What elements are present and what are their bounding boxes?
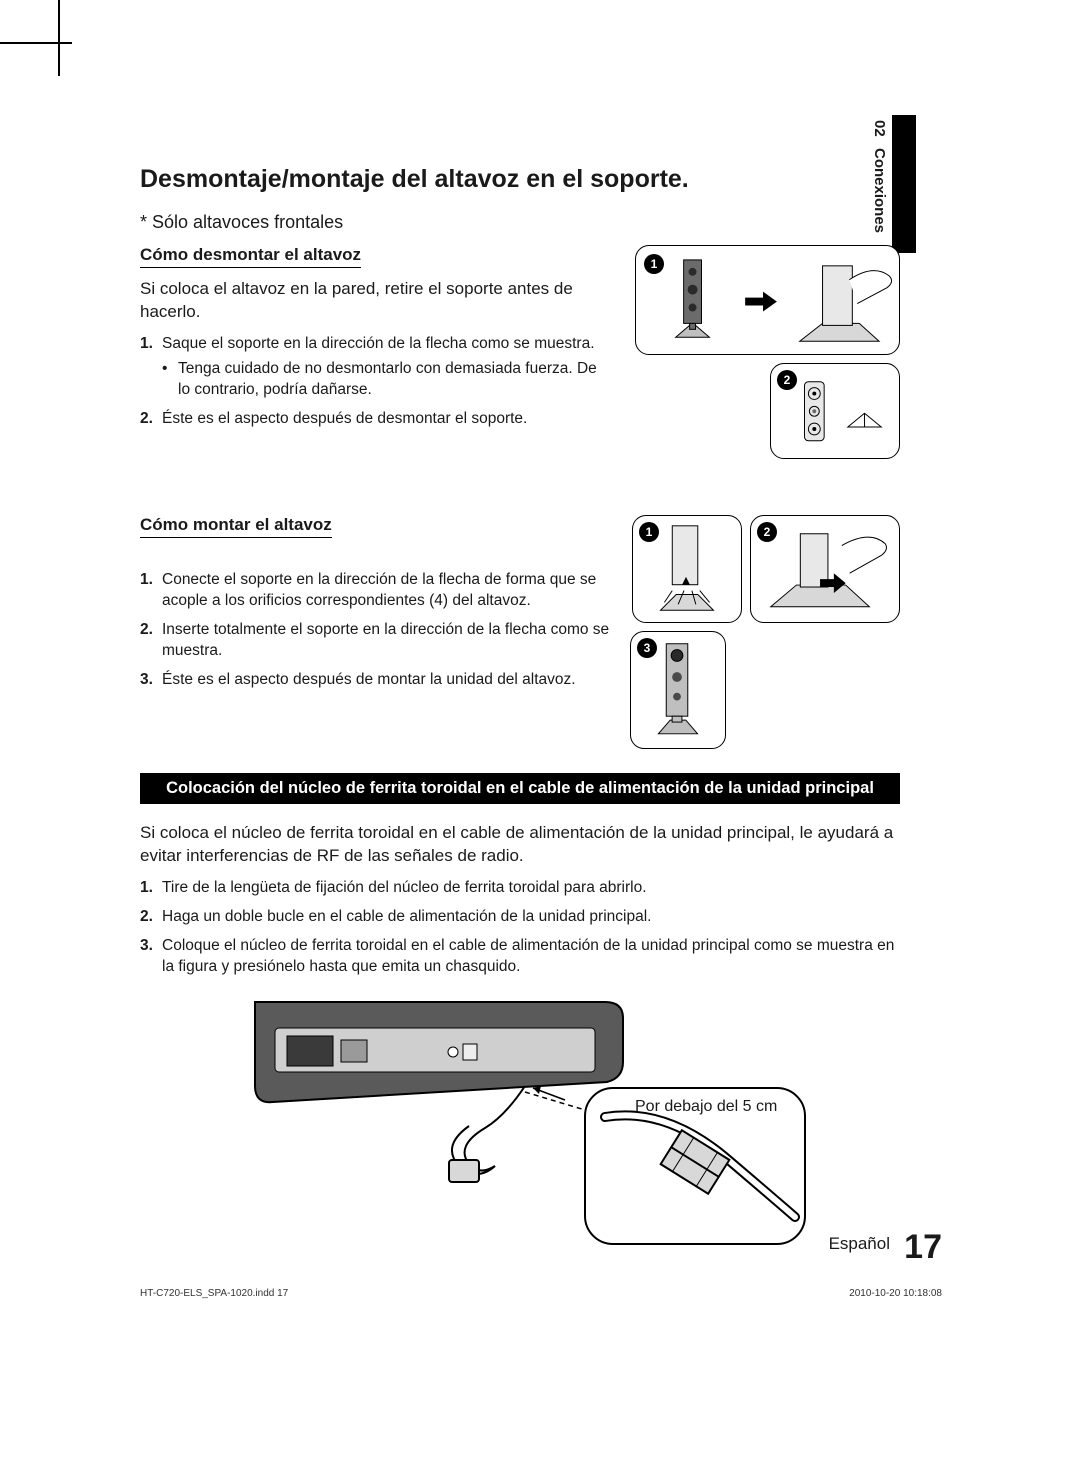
- step-num: 2.: [140, 409, 162, 430]
- diagram-attach-3: 3: [630, 631, 726, 749]
- bullet-text: Tenga cuidado de no desmontarlo con dema…: [178, 359, 612, 401]
- note: * Sólo altavoces frontales: [140, 212, 900, 233]
- attach-heading: Cómo montar el altavoz: [140, 515, 332, 538]
- spacer: [140, 459, 900, 515]
- step-body: Conecte el soporte en la dirección de la…: [162, 570, 612, 612]
- page: 02 Conexiones Desmontaje/montaje del alt…: [0, 0, 1080, 1479]
- ferrite-figure: Por debajo del 5 cm: [225, 992, 815, 1252]
- step-body: Tire de la lengüeta de fijación del núcl…: [162, 878, 900, 899]
- attach-steps: 1. Conecte el soporte en la dirección de…: [140, 570, 612, 691]
- step-body: Haga un doble bucle en el cable de alime…: [162, 907, 900, 928]
- attach-top-pair: 1 2: [632, 515, 900, 623]
- ferrite-step-2: 2. Haga un doble bucle en el cable de al…: [140, 907, 900, 928]
- footer-timestamp: 2010-10-20 10:18:08: [849, 1288, 942, 1299]
- attach-step-3: 3. Éste es el aspecto después de montar …: [140, 670, 612, 691]
- bullet-dot: •: [162, 359, 178, 401]
- step-num: 1.: [140, 334, 162, 401]
- page-title: Desmontaje/montaje del altavoz en el sop…: [140, 165, 900, 194]
- badge-3-icon: 3: [637, 638, 657, 658]
- badge-1-icon: 1: [644, 254, 664, 274]
- detach-step-1: 1. Saque el soporte en la dirección de l…: [140, 334, 612, 401]
- step-body: Éste es el aspecto después de desmontar …: [162, 409, 612, 430]
- detach-step1-sub: • Tenga cuidado de no desmontarlo con de…: [162, 359, 612, 401]
- step-num: 1.: [140, 878, 162, 899]
- attach-row: Cómo montar el altavoz 1. Conecte el sop…: [140, 515, 900, 749]
- footer-language: Español: [829, 1234, 890, 1254]
- crop-mark-horizontal: [0, 42, 72, 44]
- step-text: Saque el soporte en la dirección de la f…: [162, 335, 595, 352]
- attach-text: Cómo montar el altavoz 1. Conecte el sop…: [140, 515, 612, 749]
- diagram-attach-1: 1: [632, 515, 742, 623]
- detach-heading: Cómo desmontar el altavoz: [140, 245, 361, 268]
- step-num: 3.: [140, 670, 162, 691]
- badge-2-icon: 2: [777, 370, 797, 390]
- detach-row: Cómo desmontar el altavoz Si coloca el a…: [140, 245, 900, 459]
- diagram-detach-1: 1: [635, 245, 900, 355]
- content-area: Desmontaje/montaje del altavoz en el sop…: [140, 165, 900, 1252]
- detach-lead: Si coloca el altavoz en la pared, retire…: [140, 278, 612, 324]
- footer-file: HT-C720-ELS_SPA-1020.indd 17: [140, 1288, 288, 1299]
- ferrite-step-1: 1. Tire de la lengüeta de fijación del n…: [140, 878, 900, 899]
- step-body: Coloque el núcleo de ferrita toroidal en…: [162, 936, 900, 978]
- detach-1-svg: [636, 246, 899, 355]
- attach-step-2: 2. Inserte totalmente el soporte en la d…: [140, 620, 612, 662]
- ferrite-step-3: 3. Coloque el núcleo de ferrita toroidal…: [140, 936, 900, 978]
- ferrite-lead: Si coloca el núcleo de ferrita toroidal …: [140, 822, 900, 868]
- detach-diagrams: 1 2: [630, 245, 900, 459]
- diagram-attach-2: 2: [750, 515, 900, 623]
- step-body: Éste es el aspecto después de montar la …: [162, 670, 612, 691]
- detach-text: Cómo desmontar el altavoz Si coloca el a…: [140, 245, 612, 459]
- ferrite-steps: 1. Tire de la lengüeta de fijación del n…: [140, 878, 900, 978]
- attach-diagrams: 1 2: [630, 515, 900, 749]
- step-num: 2.: [140, 907, 162, 928]
- badge-2-icon: 2: [757, 522, 777, 542]
- step-body: Inserte totalmente el soporte en la dire…: [162, 620, 612, 662]
- step-num: 1.: [140, 570, 162, 612]
- badge-1-icon: 1: [639, 522, 659, 542]
- crop-mark-vertical: [58, 0, 60, 76]
- detach-step-2: 2. Éste es el aspecto después de desmont…: [140, 409, 612, 430]
- detach-steps: 1. Saque el soporte en la dirección de l…: [140, 334, 612, 430]
- diagram-detach-2: 2: [770, 363, 900, 459]
- footer-page-number: 17: [904, 1228, 942, 1267]
- ferrite-banner: Colocación del núcleo de ferrita toroida…: [140, 773, 900, 804]
- ferrite-svg: [225, 992, 815, 1252]
- attach-step-1: 1. Conecte el soporte en la dirección de…: [140, 570, 612, 612]
- step-body: Saque el soporte en la dirección de la f…: [162, 334, 612, 401]
- step-num: 3.: [140, 936, 162, 978]
- ferrite-img-label: Por debajo del 5 cm: [635, 1098, 777, 1116]
- side-tab-number: 02: [871, 120, 888, 137]
- step-num: 2.: [140, 620, 162, 662]
